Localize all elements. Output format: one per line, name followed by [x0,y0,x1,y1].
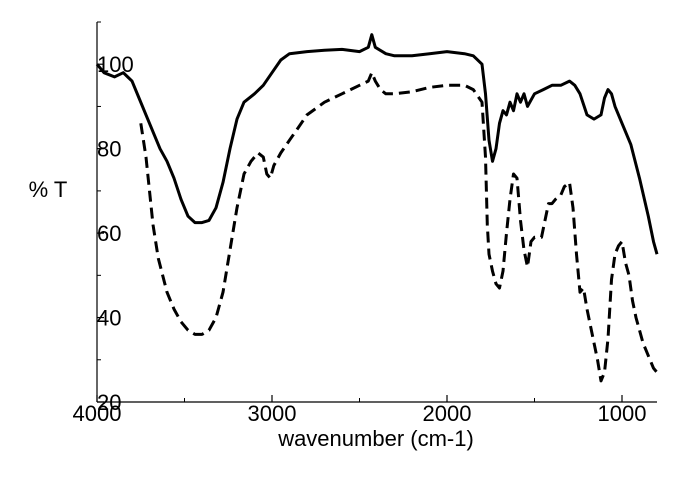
series-line-dashed [139,71,659,383]
x-tick-label: 4000 [73,401,122,426]
x-tick-label: 3000 [248,401,297,426]
y-tick-label: 60 [97,221,121,246]
y-axis-label: % T [29,177,68,202]
y-tick-label: 80 [97,137,121,162]
x-tick-label: 1000 [598,401,647,426]
series-group [95,33,659,383]
y-tick-label: 100 [97,52,134,77]
ticks-group: 20 40 60 80 100 4000 3000 2000 1000 [73,21,647,426]
series-line-solid [95,33,659,255]
y-tick-label: 40 [97,306,121,331]
y-tick-label: 20 [97,390,121,415]
x-tick-label: 2000 [423,401,472,426]
x-axis-label: wavenumber (cm-1) [277,426,474,451]
chart-axes [96,22,657,403]
